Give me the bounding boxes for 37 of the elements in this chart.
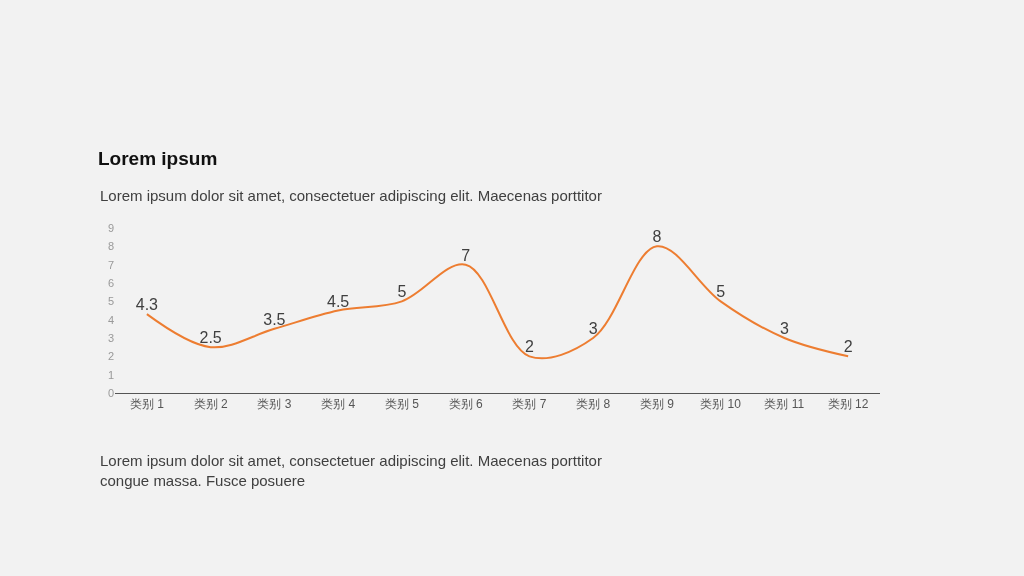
y-tick-label: 2	[107, 350, 114, 363]
x-tick-label: 类别 7	[512, 397, 547, 412]
data-label: 3	[779, 320, 789, 337]
y-tick-label: 1	[107, 368, 114, 381]
data-label: 4.5	[327, 292, 350, 310]
text: Lorem ipsum dolor sit amet, consectetuer adipiscing elit. Maecenas porttitor congue massa. Fusce posuere	[100, 452, 602, 489]
data-label: 2	[524, 338, 534, 356]
data-label: 5	[716, 283, 726, 301]
x-tick-label: 类别 3	[257, 397, 292, 412]
y-tick-label: 8	[107, 240, 114, 253]
x-tick-label: 类别 9	[639, 397, 675, 412]
data-label: 3.5	[263, 310, 286, 328]
data-label: 4.3	[135, 296, 159, 314]
y-tick-label: 0	[107, 386, 114, 399]
x-tick-label: 类别 4	[321, 397, 356, 412]
y-tick-label: 5	[107, 295, 114, 308]
data-label: 2	[843, 338, 853, 356]
x-tick-label: 类别 5	[384, 397, 420, 412]
data-label: 8	[652, 228, 662, 246]
x-tick-label: 类别 6	[448, 397, 483, 412]
y-tick-label: 7	[107, 258, 114, 271]
y-tick-label: 4	[107, 313, 114, 326]
data-label: 7	[461, 246, 471, 264]
x-tick-label: 类别 10	[700, 397, 742, 412]
x-tick-label: 类别 8	[576, 397, 611, 412]
y-tick-label: 6	[107, 276, 114, 289]
chart-title: Lorem ipsum	[98, 147, 218, 169]
data-label: 5	[397, 283, 407, 301]
chart-subtitle: Lorem ipsum dolor sit amet, consectetuer adipiscing elit. Maecenas porttitor	[100, 187, 602, 204]
x-tick-label: 类别 1	[129, 397, 165, 412]
y-tick-label: 3	[107, 331, 114, 344]
x-tick-label: 类别 12	[827, 397, 869, 412]
x-tick-label: 类别 11	[764, 397, 805, 412]
data-label: 2.5	[199, 329, 222, 347]
data-label: 3	[588, 320, 598, 337]
y-tick-label: 9	[107, 221, 114, 234]
x-tick-label: 类别 2	[193, 397, 228, 412]
